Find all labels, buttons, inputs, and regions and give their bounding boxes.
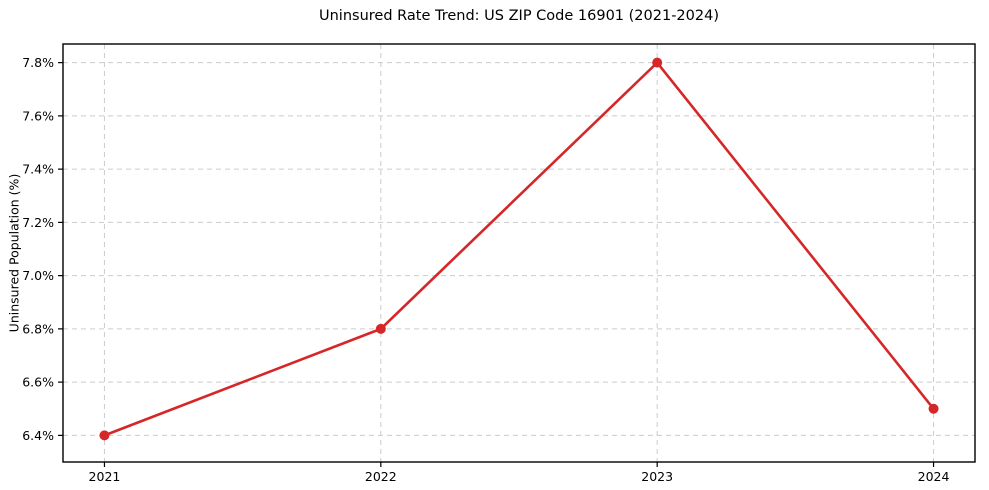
chart-title: Uninsured Rate Trend: US ZIP Code 16901 … — [319, 8, 719, 24]
data-point — [652, 57, 663, 68]
y-tick-label: 7.8% — [22, 55, 54, 70]
y-tick-label: 7.0% — [22, 268, 54, 283]
y-tick-label: 7.4% — [22, 162, 54, 177]
data-point — [928, 403, 939, 414]
y-tick-label: 7.6% — [22, 108, 54, 123]
y-tick-label: 6.6% — [22, 375, 54, 390]
y-tick-label: 7.2% — [22, 215, 54, 230]
x-tick-label: 2024 — [918, 469, 950, 484]
plot-border — [62, 43, 976, 463]
data-point — [99, 430, 110, 441]
data-point — [375, 323, 386, 334]
y-tick-label: 6.4% — [22, 428, 54, 443]
x-tick-label: 2023 — [641, 469, 673, 484]
trend-line — [103, 61, 935, 437]
y-tick-label: 6.8% — [22, 321, 54, 336]
x-tick-label: 2021 — [89, 469, 121, 484]
x-tick-label: 2022 — [365, 469, 397, 484]
